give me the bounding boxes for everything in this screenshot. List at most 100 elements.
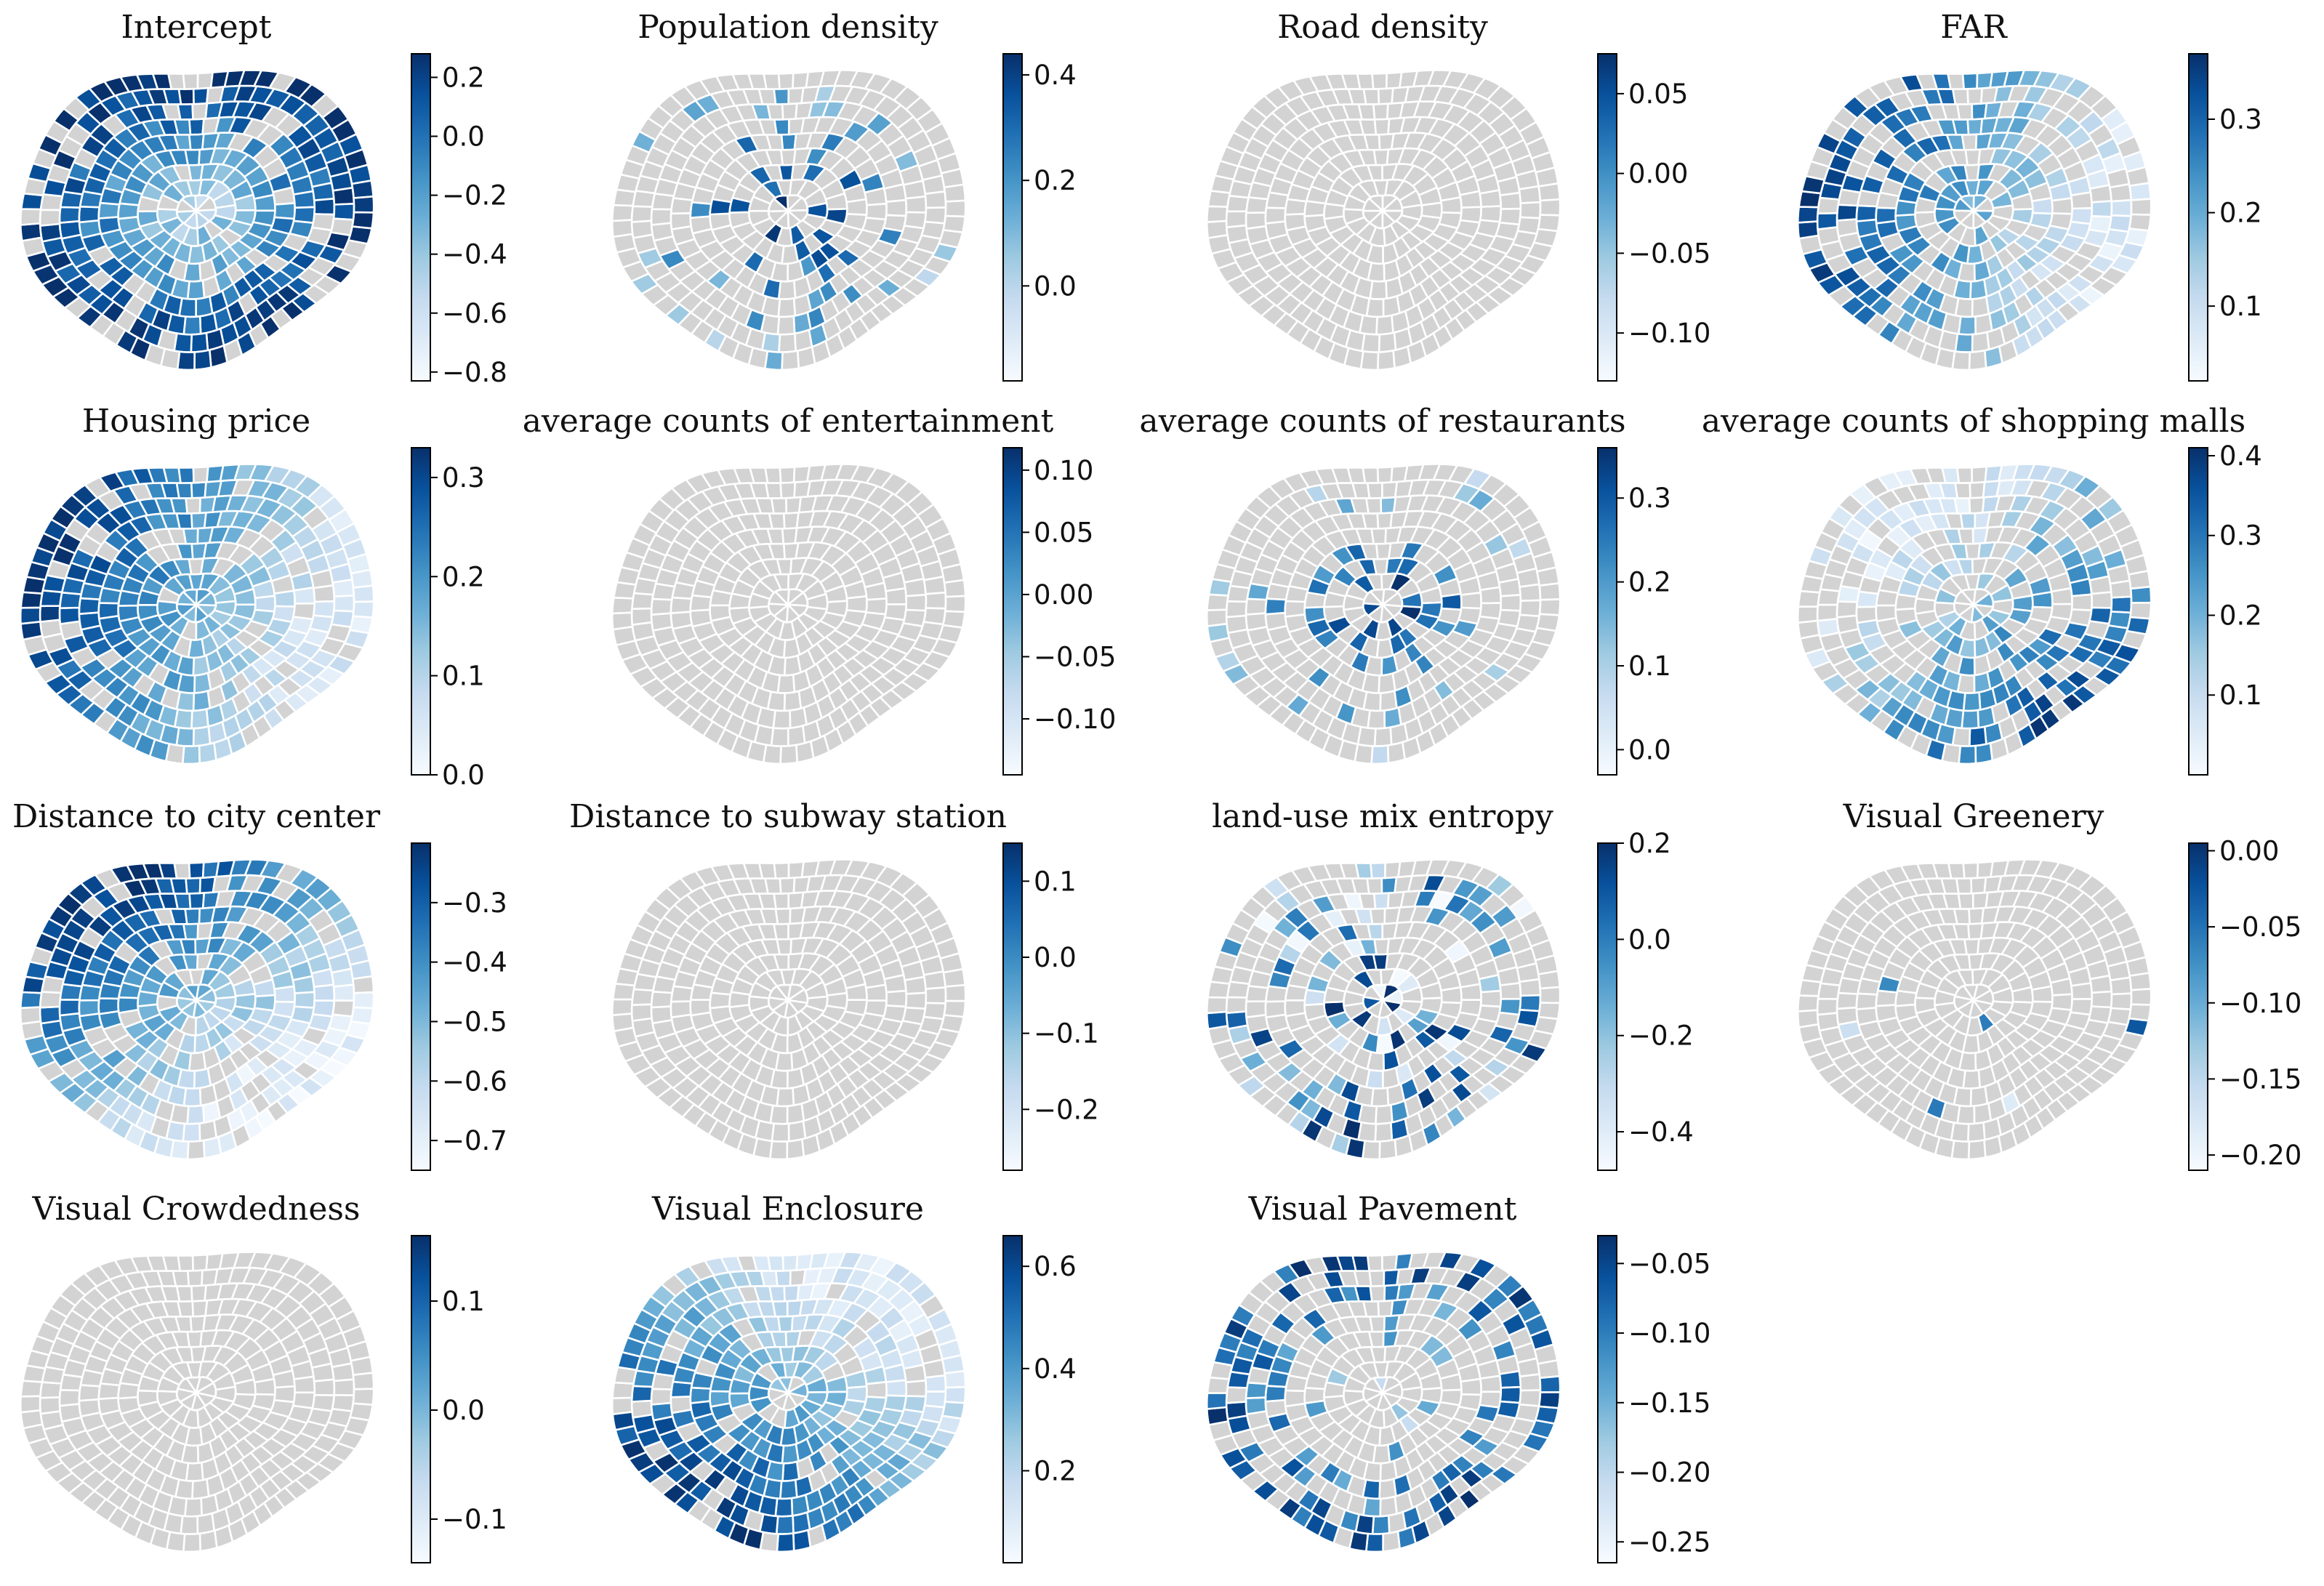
district-cell bbox=[1375, 314, 1394, 336]
district-cell bbox=[1376, 465, 1394, 484]
district-cell bbox=[208, 344, 229, 369]
district-cell bbox=[1538, 581, 1561, 601]
colorbar: 0.30.20.10.0 bbox=[411, 447, 485, 791]
district-cell bbox=[177, 466, 195, 484]
district-cell bbox=[186, 1139, 206, 1161]
district-cell bbox=[1206, 593, 1229, 611]
district-cell bbox=[1225, 996, 1248, 1015]
panel-title: Visual Pavement bbox=[1248, 1191, 1517, 1228]
district-cell bbox=[182, 922, 199, 941]
colorbar: 0.20.0−0.2−0.4 bbox=[1597, 828, 1694, 1171]
district-cell bbox=[1374, 1103, 1394, 1125]
district-cell bbox=[166, 73, 186, 90]
district-cell bbox=[1377, 86, 1394, 105]
district-cell bbox=[39, 1396, 61, 1415]
colorbar-tick-label: 0.2 bbox=[2219, 198, 2262, 229]
colorbar-tick-label: 0.2 bbox=[1628, 567, 1671, 598]
district-cell bbox=[253, 1377, 276, 1396]
district-cell bbox=[1264, 611, 1288, 632]
colorbar: 0.40.30.20.1 bbox=[2188, 440, 2262, 776]
district-cell bbox=[97, 997, 120, 1015]
district-cell bbox=[650, 990, 674, 1009]
district-cell bbox=[1817, 196, 1841, 215]
district-cell bbox=[1816, 212, 1838, 231]
district-cell bbox=[310, 181, 335, 202]
district-cell bbox=[1836, 600, 1859, 619]
district-cell bbox=[177, 87, 195, 105]
district-cell bbox=[2050, 587, 2073, 605]
district-cell bbox=[198, 741, 217, 765]
colorbar-tick-label: 0.3 bbox=[2219, 520, 2262, 552]
district-cell bbox=[902, 1364, 927, 1384]
colorbar-tick-label: −0.05 bbox=[2219, 911, 2301, 943]
district-cell bbox=[1497, 577, 1522, 597]
district-cell bbox=[310, 1362, 335, 1382]
panel-title: average counts of restaurants bbox=[1139, 403, 1625, 440]
district-cell bbox=[1371, 1514, 1391, 1535]
district-cell bbox=[766, 102, 784, 121]
colorbar-tick-label: −0.10 bbox=[1034, 704, 1116, 735]
panel-15: Visual Pavement−0.05−0.10−0.15−0.20−0.25 bbox=[1205, 1191, 1710, 1563]
district-cell bbox=[1354, 1285, 1373, 1303]
district-cell bbox=[1361, 512, 1380, 530]
district-cell bbox=[332, 983, 355, 1002]
colorbar-gradient bbox=[2188, 842, 2208, 1171]
district-map bbox=[1205, 1251, 1561, 1553]
district-cell bbox=[1367, 1330, 1385, 1348]
district-cell bbox=[630, 592, 655, 611]
district-cell bbox=[1225, 1010, 1249, 1031]
district-cell bbox=[768, 1284, 786, 1303]
district-cell bbox=[630, 1385, 654, 1403]
district-cell bbox=[1362, 1497, 1382, 1518]
colorbar: 0.10.0−0.1 bbox=[411, 1235, 507, 1563]
district-cell bbox=[1373, 726, 1393, 747]
district-cell bbox=[1366, 877, 1383, 895]
district-cell bbox=[78, 205, 101, 224]
colorbar-tick-label: 0.0 bbox=[1034, 942, 1077, 973]
district-cell bbox=[2051, 197, 2074, 215]
district-cell bbox=[192, 725, 212, 747]
district-cell bbox=[1519, 1373, 1542, 1392]
district-cell bbox=[1460, 1377, 1483, 1396]
district-cell bbox=[1354, 862, 1373, 879]
district-cell bbox=[1358, 893, 1377, 910]
district-cell bbox=[182, 72, 199, 90]
district-cell bbox=[24, 960, 49, 981]
district-cell bbox=[757, 862, 777, 879]
district-cell bbox=[2110, 992, 2133, 1011]
district-cell bbox=[611, 1012, 635, 1033]
district-cell bbox=[19, 1006, 42, 1026]
colorbar-tick-label: −0.8 bbox=[442, 357, 507, 388]
district-cell bbox=[1957, 527, 1974, 545]
district-cell bbox=[1363, 133, 1381, 151]
district-cell bbox=[1796, 1009, 1820, 1029]
district-cell bbox=[172, 1270, 190, 1287]
district-cell bbox=[1372, 892, 1390, 910]
district-cell bbox=[1245, 212, 1267, 230]
district-cell bbox=[173, 118, 192, 136]
district-cell bbox=[97, 602, 120, 620]
district-cell bbox=[670, 596, 693, 614]
district-cell bbox=[650, 1388, 673, 1406]
district-cell bbox=[779, 466, 796, 484]
district-cell bbox=[193, 348, 212, 371]
district-cell bbox=[1264, 206, 1287, 225]
district-cell bbox=[1205, 996, 1229, 1015]
district-cell bbox=[1245, 1381, 1268, 1400]
district-cell bbox=[2070, 982, 2094, 1000]
district-cell bbox=[1378, 331, 1397, 353]
district-cell bbox=[1383, 1313, 1401, 1333]
district-cell bbox=[1969, 1085, 1989, 1108]
district-map bbox=[611, 463, 967, 765]
district-cell bbox=[191, 1253, 209, 1272]
district-cell bbox=[611, 1381, 635, 1400]
district-cell bbox=[1816, 997, 1839, 1016]
colorbar-tick-label: 0.1 bbox=[1628, 651, 1671, 682]
colorbar: 0.30.20.1 bbox=[2188, 53, 2262, 382]
district-cell bbox=[1538, 598, 1561, 616]
colorbar: 0.100.050.00−0.05−0.10 bbox=[1002, 447, 1116, 776]
colorbar-gradient bbox=[1597, 842, 1617, 1171]
district-cell bbox=[312, 584, 336, 603]
district-cell bbox=[1962, 861, 1979, 879]
district-cell bbox=[117, 996, 140, 1015]
